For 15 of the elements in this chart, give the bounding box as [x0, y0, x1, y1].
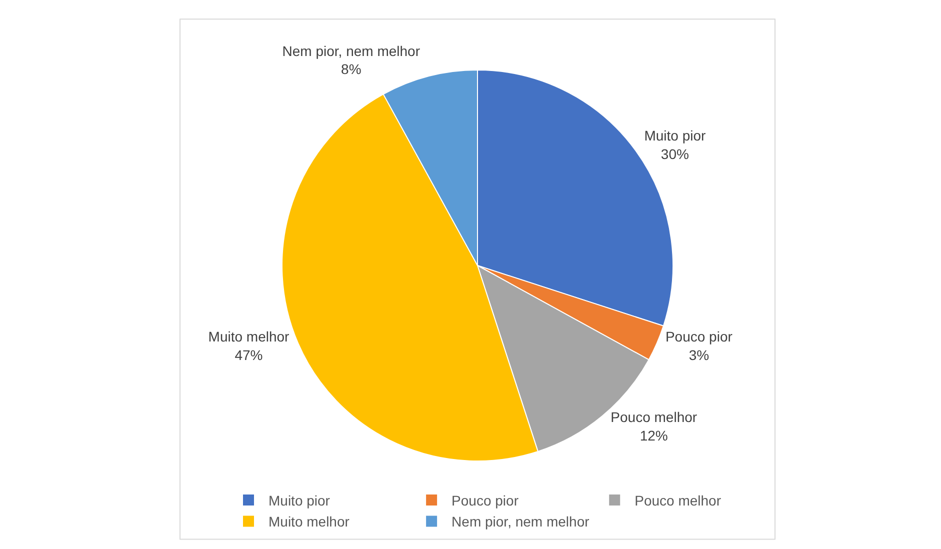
- data-label: 8%: [341, 61, 362, 78]
- data-label: 12%: [640, 427, 668, 444]
- data-label: 3%: [688, 346, 710, 363]
- slice-label: Pouco pior: [665, 328, 733, 345]
- slice-label: Pouco melhor: [610, 409, 698, 426]
- slice-label: Muito melhor: [208, 328, 290, 345]
- data-label: 30%: [660, 146, 689, 162]
- data-label: 47%: [234, 346, 263, 363]
- legend-label: Pouco melhor: [634, 492, 722, 509]
- slice-label: Muito pior: [644, 128, 706, 144]
- legend-label: Pouco pior: [452, 492, 519, 509]
- legend-label: Muito melhor: [268, 514, 350, 530]
- legend-label: Muito pior: [268, 492, 330, 509]
- slice-label: Nem pior, nem melhor: [282, 43, 420, 59]
- legend-label: Nem pior, nem melhor: [452, 514, 590, 530]
